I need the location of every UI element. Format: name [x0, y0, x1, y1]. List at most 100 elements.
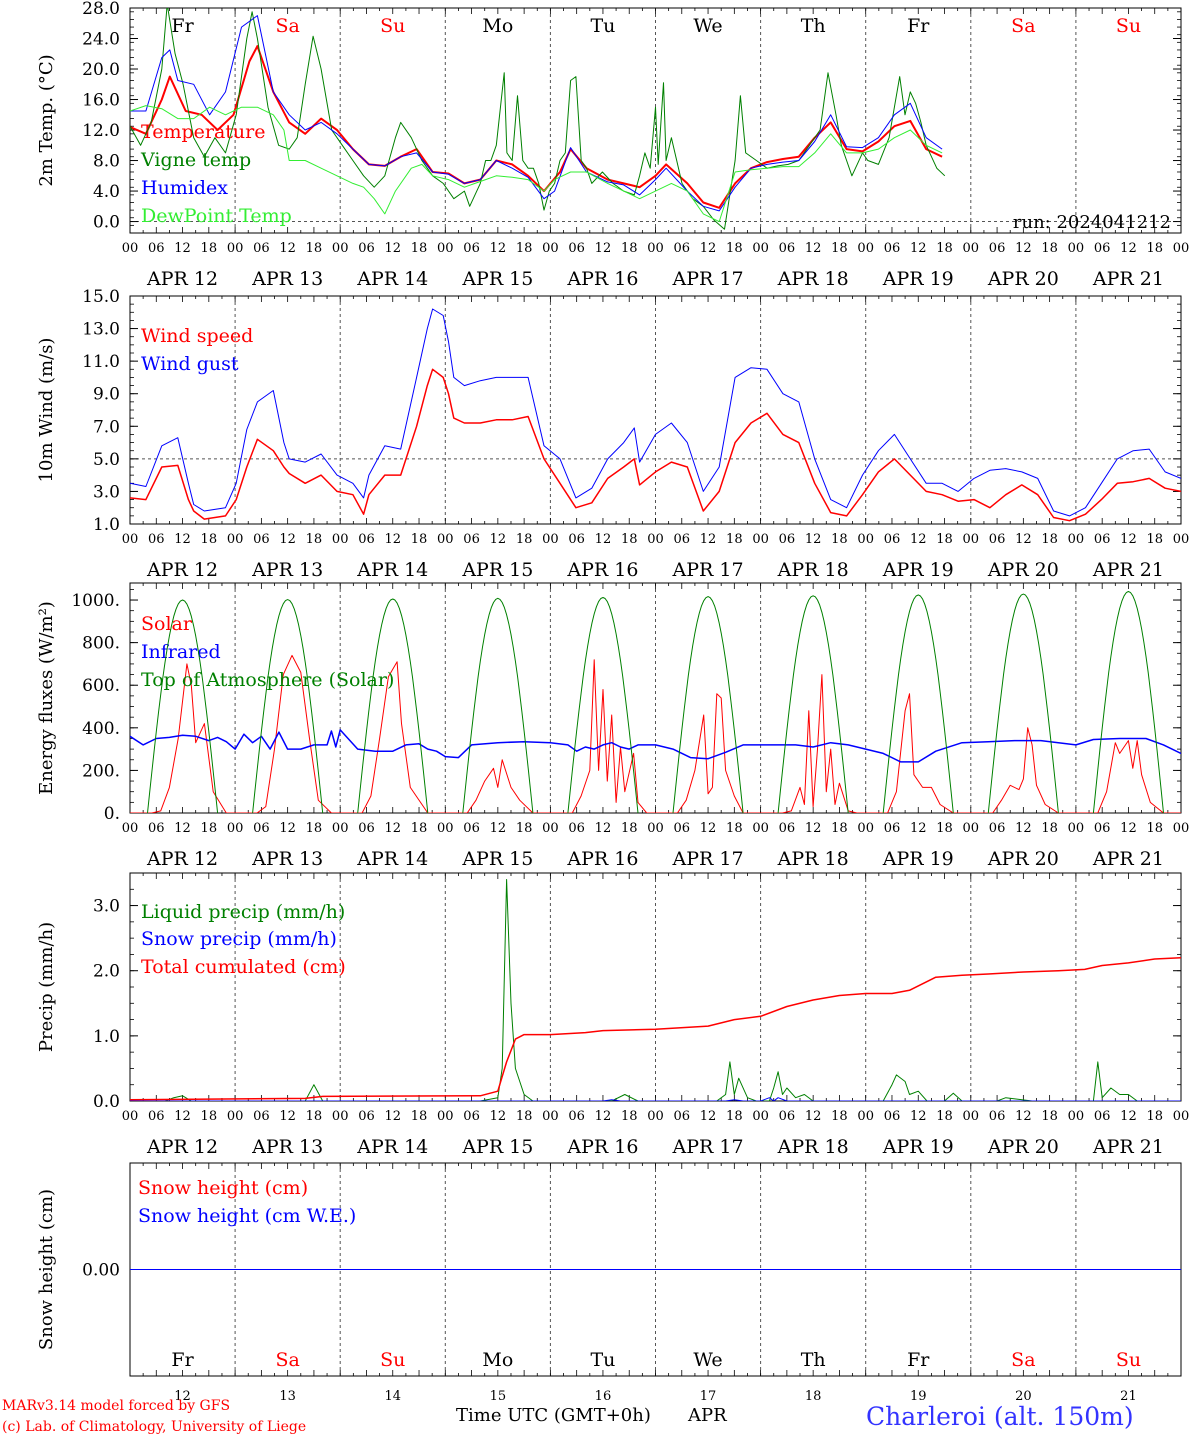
hour-tick-label: 06: [463, 821, 480, 836]
legend-entry: Wind gust: [141, 353, 239, 375]
hour-tick-label: 06: [674, 532, 691, 547]
y-tick-label: 13.0: [82, 320, 120, 340]
hour-tick-label: 00: [1068, 532, 1085, 547]
hour-tick-label: 18: [411, 241, 428, 256]
hour-tick-label: 00: [1068, 241, 1085, 256]
hour-tick-label: 12: [910, 821, 927, 836]
hour-tick-label: 18: [621, 532, 638, 547]
hour-tick-label: 12: [384, 532, 401, 547]
hour-tick-label: 12: [700, 532, 717, 547]
hour-tick-label: 00: [122, 821, 139, 836]
y-tick-label: 1.0: [93, 1027, 120, 1047]
hour-tick-label: 12: [1015, 241, 1032, 256]
y-tick-label: 11.0: [82, 352, 120, 372]
y-tick-label: 12.0: [82, 121, 120, 141]
legend-entry: Top of Atmosphere (Solar): [141, 669, 394, 691]
y-tick-label: 600.: [82, 676, 120, 696]
y-tick-label: 3.0: [93, 897, 120, 917]
hour-tick-label: 00: [963, 532, 980, 547]
hour-tick-label: 12: [700, 1109, 717, 1124]
hour-tick-label: 00: [857, 1109, 874, 1124]
hour-tick-label: 00: [647, 821, 664, 836]
hour-tick-label: 18: [1041, 241, 1058, 256]
hour-tick-label: 06: [674, 241, 691, 256]
day-number-label: 18: [805, 1389, 822, 1404]
day-name-label: Sa: [275, 15, 299, 37]
y-tick-label: 0.00: [82, 1261, 120, 1281]
hour-tick-label: 00: [1068, 1109, 1085, 1124]
hour-tick-label: 00: [1068, 821, 1085, 836]
day-number-label: 14: [384, 1389, 401, 1404]
model-credit-1: MARv3.14 model forced by GFS: [2, 1398, 231, 1414]
hour-tick-label: 18: [1041, 1109, 1058, 1124]
y-tick-label: 28.0: [82, 0, 120, 19]
panel-1: 0.0 4.0 8.0 12.0 16.0 20.0 24.0 28.0 2m Temp. (°…: [36, 0, 1189, 290]
hour-tick-label: 00: [1173, 241, 1190, 256]
day-name-label: Th: [801, 1349, 826, 1371]
day-name-label: Sa: [1011, 1349, 1035, 1371]
hour-tick-label: 06: [674, 1109, 691, 1124]
hour-tick-label: 00: [332, 821, 349, 836]
hour-tick-label: 06: [463, 241, 480, 256]
date-label: APR 15: [461, 848, 533, 870]
date-label: APR 13: [251, 1136, 323, 1158]
date-label: APR 14: [356, 268, 428, 290]
day-name-label: Th: [801, 15, 826, 37]
model-credit-2: (c) Lab. of Climatology, University of L…: [2, 1419, 307, 1435]
hour-tick-label: 00: [332, 532, 349, 547]
day-name-label: Su: [1116, 15, 1141, 37]
hour-tick-label: 00: [857, 241, 874, 256]
hour-tick-label: 00: [857, 821, 874, 836]
hour-tick-label: 18: [1146, 821, 1163, 836]
day-name-label: We: [693, 15, 722, 37]
hour-tick-label: 12: [805, 821, 822, 836]
hour-tick-label: 06: [253, 241, 270, 256]
panel-5: 0.00 Snow height (cm) Fr Sa Su Mo Tu We Th Fr Sa Su…: [36, 1162, 1182, 1404]
hour-tick-label: 00: [227, 821, 244, 836]
date-label: APR 19: [882, 559, 954, 581]
hour-tick-label: 12: [174, 821, 191, 836]
hour-tick-label: 00: [1173, 821, 1190, 836]
hour-tick-label: 00: [332, 1109, 349, 1124]
date-label: APR 20: [987, 268, 1059, 290]
day-name-label: Sa: [275, 1349, 299, 1371]
legend-entry: Vigne temp: [140, 149, 251, 171]
hour-tick-label: 06: [989, 532, 1006, 547]
hour-tick-label: 00: [1173, 1109, 1190, 1124]
hour-tick-label: 06: [463, 532, 480, 547]
hour-tick-label: 00: [542, 241, 559, 256]
hour-tick-label: 12: [1120, 532, 1137, 547]
y-tick-label: 4.0: [93, 182, 120, 202]
legend-entry: Wind speed: [141, 325, 253, 347]
hour-tick-label: 00: [437, 532, 454, 547]
day-number-label: 19: [910, 1389, 927, 1404]
hour-tick-label: 12: [805, 1109, 822, 1124]
hour-tick-label: 18: [726, 821, 743, 836]
hour-tick-label: 18: [1146, 532, 1163, 547]
legend-entry: Infrared: [141, 641, 221, 663]
hour-tick-label: 18: [516, 1109, 533, 1124]
day-number-label: 20: [1015, 1389, 1032, 1404]
y-axis-label: 2m Temp. (°C): [36, 54, 57, 186]
date-label: APR 17: [672, 268, 744, 290]
hour-tick-label: 06: [253, 821, 270, 836]
day-number-label: 15: [490, 1389, 507, 1404]
date-label: APR 12: [146, 848, 218, 870]
date-label: APR 16: [566, 559, 638, 581]
y-tick-label: 2.0: [93, 962, 120, 982]
hour-tick-label: 18: [1146, 1109, 1163, 1124]
hour-tick-label: 00: [437, 1109, 454, 1124]
series-line-3: [130, 15, 943, 212]
hour-tick-label: 00: [332, 241, 349, 256]
date-label: APR 19: [882, 848, 954, 870]
hour-tick-label: 12: [490, 1109, 507, 1124]
hour-tick-label: 18: [201, 241, 218, 256]
hour-tick-label: 18: [936, 241, 953, 256]
hour-tick-label: 06: [148, 1109, 165, 1124]
y-tick-label: 15.0: [82, 287, 120, 307]
hour-tick-label: 18: [831, 821, 848, 836]
hour-tick-label: 12: [174, 241, 191, 256]
hour-tick-label: 18: [936, 1109, 953, 1124]
hour-tick-label: 06: [779, 241, 796, 256]
